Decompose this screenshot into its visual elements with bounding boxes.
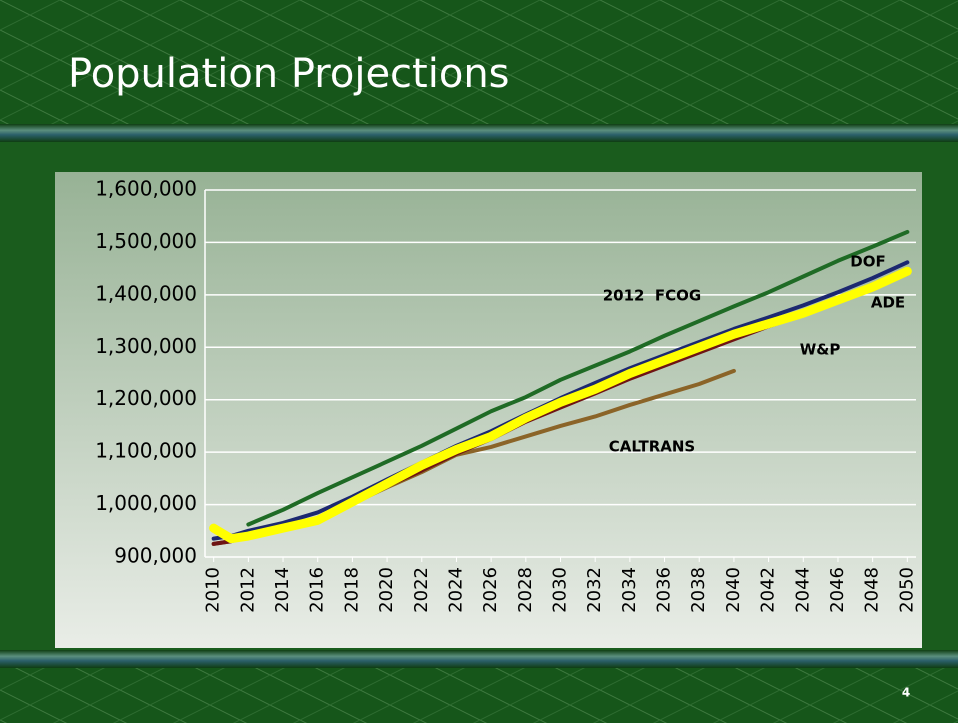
- series-label: W&P: [800, 341, 841, 359]
- x-tick-label: 2044: [792, 567, 813, 613]
- y-tick-label: 1,300,000: [95, 334, 197, 358]
- x-tick-label: 2014: [272, 567, 293, 613]
- x-tick-label: 2030: [550, 567, 571, 613]
- series-label: 2012 FCOG: [603, 287, 702, 305]
- series-line: [209, 266, 912, 544]
- x-tick-label: 2010: [203, 567, 224, 613]
- x-tick-label: 2022: [411, 567, 432, 613]
- band: [0, 124, 958, 142]
- x-tick-label: 2024: [445, 567, 466, 613]
- band: [0, 650, 958, 668]
- series-label: ADE: [871, 294, 905, 312]
- x-tick-label: 2018: [341, 567, 362, 613]
- x-tick-label: 2034: [619, 567, 640, 613]
- x-tick-label: 2032: [584, 567, 605, 613]
- x-tick-label: 2042: [758, 567, 779, 613]
- x-tick-label: 2012: [237, 567, 258, 613]
- x-tick-label: 2028: [515, 567, 536, 613]
- x-tick-label: 2036: [654, 567, 675, 613]
- y-tick-label: 1,500,000: [95, 229, 197, 253]
- y-tick-label: 1,000,000: [95, 491, 197, 515]
- slide-title: Population Projections: [68, 51, 510, 97]
- x-tick-label: 2048: [862, 567, 883, 613]
- chart-panel: [55, 172, 922, 648]
- x-tick-label: 2020: [376, 567, 397, 613]
- y-tick-label: 1,600,000: [95, 177, 197, 201]
- x-tick-label: 2050: [896, 567, 917, 613]
- y-tick-label: 1,200,000: [95, 386, 197, 410]
- y-tick-label: 1,400,000: [95, 281, 197, 305]
- x-tick-label: 2038: [688, 567, 709, 613]
- series-line: [246, 229, 910, 527]
- x-tick-label: 2040: [723, 567, 744, 613]
- chart: 900,000 1,000,000 1,100,000 1,200,000 1,300,…: [95, 177, 917, 613]
- series-label: CALTRANS: [609, 438, 695, 456]
- y-tick-label: 1,100,000: [95, 439, 197, 463]
- series-label: DOF: [850, 253, 885, 271]
- x-tick-label: 2046: [827, 567, 848, 613]
- x-tick-label: 2026: [480, 567, 501, 613]
- x-tick-label: 2016: [307, 567, 328, 613]
- y-tick-label: 900,000: [114, 544, 197, 568]
- slide-number: 4: [902, 686, 910, 700]
